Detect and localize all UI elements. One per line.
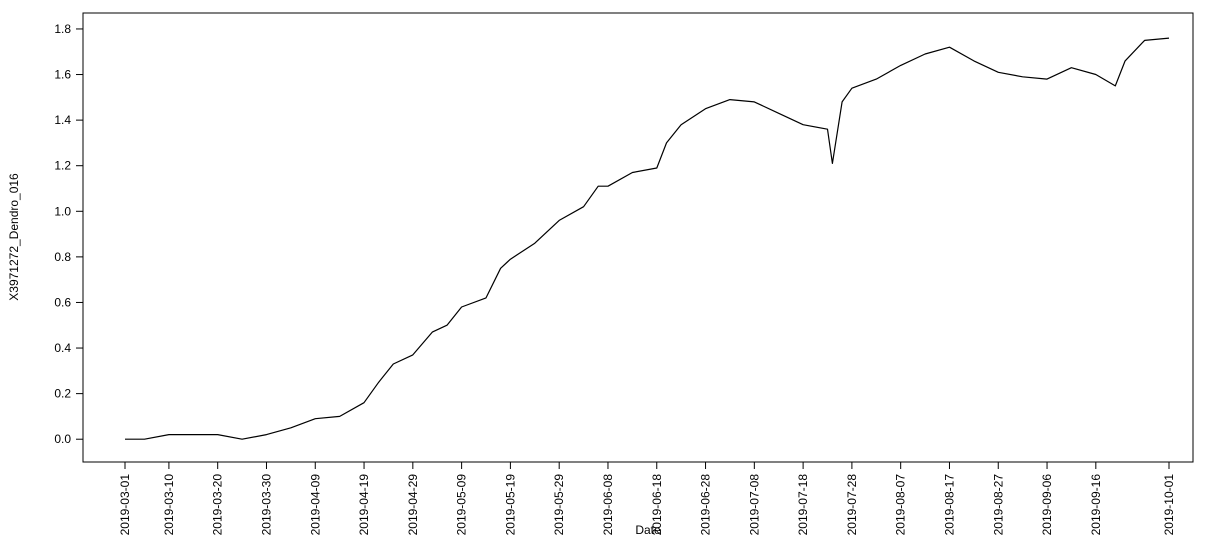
x-tick-label-10: 2019-06-08 xyxy=(601,474,615,536)
x-tick-label-7: 2019-05-09 xyxy=(455,474,469,536)
x-tick-label-20: 2019-09-16 xyxy=(1089,474,1103,536)
y-tick-label-2: 0.4 xyxy=(54,341,71,355)
x-tick-label-1: 2019-03-10 xyxy=(162,474,176,536)
x-tick-label-12: 2019-06-28 xyxy=(699,474,713,536)
x-axis-title: Date xyxy=(635,523,661,537)
x-tick-label-3: 2019-03-30 xyxy=(259,474,273,536)
x-tick-label-13: 2019-07-08 xyxy=(747,474,761,536)
plot-frame xyxy=(82,12,1194,463)
y-tick-label-7: 1.4 xyxy=(54,113,71,127)
x-tick-label-4: 2019-04-09 xyxy=(308,474,322,536)
x-tick-label-21: 2019-10-01 xyxy=(1162,474,1176,536)
x-tick-label-19: 2019-09-06 xyxy=(1040,474,1054,536)
y-tick-label-8: 1.6 xyxy=(54,68,71,82)
series-layer xyxy=(125,37,1170,440)
x-tick-label-8: 2019-05-19 xyxy=(503,474,517,536)
x-axis: 2019-03-01 2019-03-10 2019-03-20 2019-03-30… xyxy=(118,462,1176,535)
x-tick-label-16: 2019-08-07 xyxy=(894,474,908,536)
x-tick-label-9: 2019-05-29 xyxy=(552,474,566,536)
y-tick-label-1: 0.2 xyxy=(54,387,71,401)
x-tick-label-5: 2019-04-19 xyxy=(357,474,371,536)
y-axis: 0.0 0.2 0.4 0.6 0.8 1.0 1.2 1.4 1.6 1.8 xyxy=(54,22,83,446)
x-tick-label-2: 2019-03-20 xyxy=(211,474,225,536)
x-tick-label-18: 2019-08-27 xyxy=(991,474,1005,536)
x-tick-label-6: 2019-04-29 xyxy=(406,474,420,536)
y-axis-title: X3971272_Dendro_016 xyxy=(7,173,21,301)
y-tick-label-3: 0.6 xyxy=(54,295,71,309)
series-line-0 xyxy=(125,37,1170,440)
y-tick-label-6: 1.2 xyxy=(54,159,71,173)
x-tick-label-14: 2019-07-18 xyxy=(796,474,810,536)
y-tick-label-9: 1.8 xyxy=(54,22,71,36)
x-tick-label-17: 2019-08-17 xyxy=(942,474,956,536)
y-tick-label-5: 1.0 xyxy=(54,204,71,218)
x-tick-label-0: 2019-03-01 xyxy=(118,474,132,536)
y-tick-label-4: 0.8 xyxy=(54,250,71,264)
x-tick-label-11: 2019-06-18 xyxy=(650,474,664,536)
y-tick-label-0: 0.0 xyxy=(54,432,71,446)
x-tick-label-15: 2019-07-28 xyxy=(845,474,859,536)
